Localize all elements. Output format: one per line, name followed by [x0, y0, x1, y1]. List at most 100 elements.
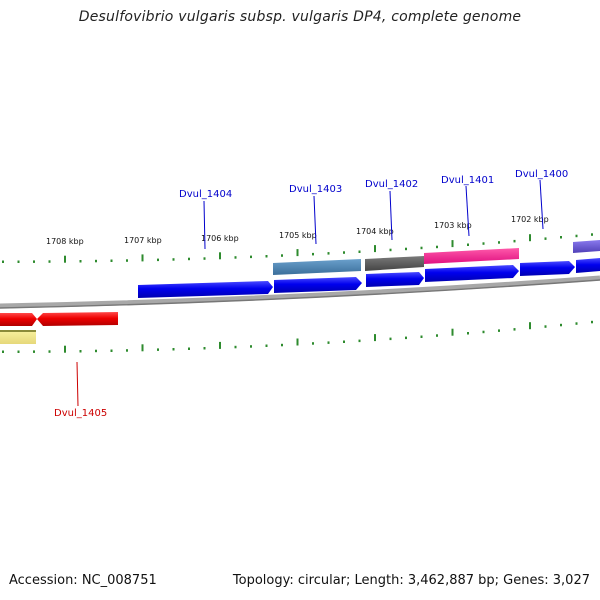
- scale-label: 1703 kbp: [434, 221, 472, 230]
- minor-tick: [389, 248, 392, 252]
- gene-label[interactable]: Dvul_1401: [441, 175, 494, 186]
- genome-backbone-shadow: [0, 279, 600, 309]
- minor-tick: [203, 347, 206, 350]
- major-tick: [451, 328, 454, 336]
- major-tick: [451, 240, 454, 248]
- minor-tick: [250, 345, 252, 348]
- leader-line: [203, 200, 206, 250]
- scale-labels: 1708 kbp 1707 kbp 1706 kbp 1705 kbp 1704…: [46, 215, 549, 246]
- minor-tick: [79, 260, 82, 263]
- minor-tick: [343, 340, 345, 343]
- leader-line: [313, 195, 317, 245]
- minor-tick: [327, 341, 330, 344]
- minor-tick: [110, 259, 113, 262]
- minor-tick: [312, 252, 314, 256]
- scale-label: 1706 kbp: [201, 234, 239, 243]
- minor-tick: [188, 257, 190, 261]
- gene-arrow-forward[interactable]: [366, 272, 424, 287]
- major-tick: [219, 252, 221, 260]
- minor-tick: [420, 246, 423, 250]
- genome-backbone: [0, 275, 600, 309]
- minor-tick: [234, 345, 237, 349]
- scale-label: 1702 kbp: [511, 215, 549, 224]
- gene-label[interactable]: Dvul_1402: [365, 179, 418, 190]
- accession-text: Accession: NC_008751: [9, 573, 157, 588]
- minor-tick: [265, 344, 268, 347]
- minor-tick: [575, 322, 578, 325]
- gene-label[interactable]: Dvul_1405: [54, 408, 107, 419]
- gene-arrow-reverse[interactable]: [37, 312, 118, 326]
- gene-label[interactable]: Dvul_1404: [179, 189, 232, 200]
- minor-tick: [281, 254, 283, 257]
- minor-tick: [95, 259, 97, 263]
- leader-line: [465, 185, 470, 237]
- major-tick: [529, 322, 531, 330]
- major-tick: [374, 245, 376, 253]
- major-tick: [296, 249, 299, 257]
- leader-line: [389, 190, 393, 241]
- scale-label: 1704 kbp: [356, 227, 394, 236]
- major-tick: [219, 341, 221, 349]
- major-tick: [64, 345, 66, 353]
- gene-label[interactable]: Dvul_1400: [515, 169, 568, 180]
- minor-tick: [157, 258, 159, 262]
- gene-arrow-forward[interactable]: [520, 261, 575, 276]
- minor-tick: [420, 335, 423, 338]
- minor-tick: [575, 234, 578, 238]
- genome-summary-text: Topology: circular; Length: 3,462,887 bp…: [232, 573, 590, 588]
- minor-tick: [436, 334, 438, 337]
- minor-tick: [498, 241, 500, 244]
- major-tick: [141, 254, 144, 262]
- gene-arrow-forward[interactable]: [138, 281, 273, 298]
- gene-label[interactable]: Dvul_1403: [289, 184, 342, 195]
- gene-arrow-forward[interactable]: [576, 258, 600, 273]
- feature-dark-gray: [365, 256, 424, 271]
- minor-tick: [482, 330, 485, 334]
- minor-tick: [188, 347, 190, 350]
- minor-tick: [327, 252, 330, 255]
- minor-tick: [467, 243, 469, 246]
- gene-labels: Dvul_1404 Dvul_1403 Dvul_1402 Dvul_1401 …: [54, 169, 568, 419]
- minor-tick: [358, 250, 361, 253]
- minor-tick: [513, 239, 516, 243]
- minor-tick: [544, 325, 547, 328]
- scale-ticks-outer: [2, 233, 593, 263]
- minor-tick: [281, 343, 283, 347]
- minor-tick: [17, 260, 20, 263]
- feature-pink: [424, 248, 519, 264]
- gene-arrow-forward[interactable]: [274, 277, 362, 293]
- major-tick: [141, 344, 144, 352]
- minor-tick: [33, 350, 35, 353]
- leader-line: [539, 179, 544, 230]
- map-title: Desulfovibrio vulgaris subsp. vulgaris D…: [78, 9, 522, 25]
- minor-tick: [498, 329, 500, 332]
- minor-tick: [405, 336, 407, 340]
- feature-khaki: [0, 332, 36, 344]
- minor-tick: [2, 350, 4, 353]
- minor-tick: [467, 332, 469, 335]
- scale-ticks-inner: [2, 320, 593, 353]
- gene-arrow-reverse[interactable]: [0, 313, 37, 326]
- minor-tick: [157, 348, 159, 351]
- minor-tick: [560, 323, 562, 327]
- minor-tick: [513, 328, 516, 331]
- leader-line: [76, 361, 79, 407]
- gene-label-leaders: [76, 179, 544, 407]
- major-tick: [64, 255, 66, 263]
- feature-slate-blue: [573, 240, 600, 253]
- scale-label: 1707 kbp: [124, 236, 162, 245]
- minor-tick: [436, 245, 438, 249]
- minor-tick: [591, 233, 593, 236]
- minor-tick: [2, 260, 4, 263]
- minor-tick: [389, 337, 392, 341]
- minor-tick: [48, 350, 51, 353]
- feature-olive: [0, 330, 36, 332]
- scale-label: 1705 kbp: [279, 231, 317, 240]
- minor-tick: [172, 258, 175, 261]
- minor-tick: [234, 256, 237, 259]
- gene-arrow-forward[interactable]: [425, 265, 519, 282]
- minor-tick: [358, 339, 361, 343]
- scale-label: 1708 kbp: [46, 237, 84, 246]
- major-tick: [529, 234, 531, 242]
